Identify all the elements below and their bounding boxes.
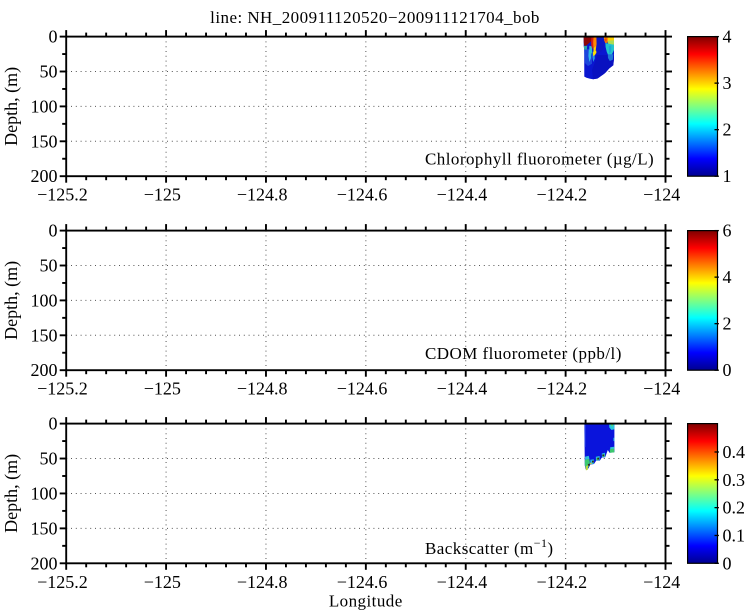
svg-text:4: 4 xyxy=(723,27,732,47)
svg-text:−124.4: −124.4 xyxy=(437,379,488,399)
svg-text:3: 3 xyxy=(723,73,732,93)
svg-text:2: 2 xyxy=(723,314,732,334)
svg-text:0.4: 0.4 xyxy=(723,442,746,462)
svg-text:0: 0 xyxy=(49,414,58,434)
svg-text:150: 150 xyxy=(31,518,58,538)
svg-text:0.1: 0.1 xyxy=(723,525,746,545)
svg-text:−124.4: −124.4 xyxy=(437,185,488,205)
svg-text:50: 50 xyxy=(40,256,58,276)
svg-text:−125.2: −125.2 xyxy=(37,185,88,205)
svg-text:Longitude: Longitude xyxy=(329,592,403,611)
svg-text:−124.2: −124.2 xyxy=(536,572,587,592)
svg-text:4: 4 xyxy=(723,267,732,287)
svg-text:100: 100 xyxy=(31,96,58,116)
svg-text:−124.2: −124.2 xyxy=(536,379,587,399)
svg-text:150: 150 xyxy=(31,325,58,345)
svg-text:0: 0 xyxy=(723,553,732,573)
svg-text:50: 50 xyxy=(40,449,58,469)
svg-text:line: NH_200911120520−20091112: line: NH_200911120520−200911121704_bob xyxy=(210,8,540,27)
svg-text:150: 150 xyxy=(31,131,58,151)
svg-text:−124: −124 xyxy=(643,379,680,399)
svg-text:−125: −125 xyxy=(144,185,181,205)
svg-text:0: 0 xyxy=(49,27,58,47)
svg-text:−124.6: −124.6 xyxy=(337,572,388,592)
svg-text:−124.8: −124.8 xyxy=(237,185,288,205)
svg-text:0: 0 xyxy=(49,221,58,241)
svg-text:1: 1 xyxy=(723,166,732,186)
svg-text:100: 100 xyxy=(31,483,58,503)
svg-text:−124.6: −124.6 xyxy=(337,379,388,399)
svg-text:0.3: 0.3 xyxy=(723,470,746,490)
svg-text:−124.6: −124.6 xyxy=(337,185,388,205)
svg-text:−124.4: −124.4 xyxy=(437,572,488,592)
svg-text:−124: −124 xyxy=(643,572,680,592)
svg-text:0: 0 xyxy=(723,360,732,380)
svg-text:200: 200 xyxy=(31,553,58,573)
svg-text:0.2: 0.2 xyxy=(723,498,746,518)
svg-text:Depth, (m): Depth, (m) xyxy=(1,67,22,146)
svg-text:−125.2: −125.2 xyxy=(37,379,88,399)
svg-text:−124: −124 xyxy=(643,185,680,205)
svg-text:100: 100 xyxy=(31,290,58,310)
svg-text:Depth, (m): Depth, (m) xyxy=(1,261,22,340)
svg-text:200: 200 xyxy=(31,360,58,380)
svg-text:−124.8: −124.8 xyxy=(237,379,288,399)
svg-text:Chlorophyll fluorometer (µg/L): Chlorophyll fluorometer (µg/L) xyxy=(425,149,654,168)
svg-text:200: 200 xyxy=(31,166,58,186)
svg-text:2: 2 xyxy=(723,120,732,140)
svg-text:−125: −125 xyxy=(144,572,181,592)
svg-text:Backscatter (m−1): Backscatter (m−1) xyxy=(425,536,554,558)
svg-text:50: 50 xyxy=(40,62,58,82)
svg-text:−125: −125 xyxy=(144,379,181,399)
svg-text:CDOM fluorometer (ppb/l): CDOM fluorometer (ppb/l) xyxy=(425,344,622,363)
svg-text:−124.8: −124.8 xyxy=(237,572,288,592)
svg-text:Depth, (m): Depth, (m) xyxy=(1,454,22,533)
svg-text:6: 6 xyxy=(723,221,732,241)
svg-text:−124.2: −124.2 xyxy=(536,185,587,205)
svg-text:−125.2: −125.2 xyxy=(37,572,88,592)
